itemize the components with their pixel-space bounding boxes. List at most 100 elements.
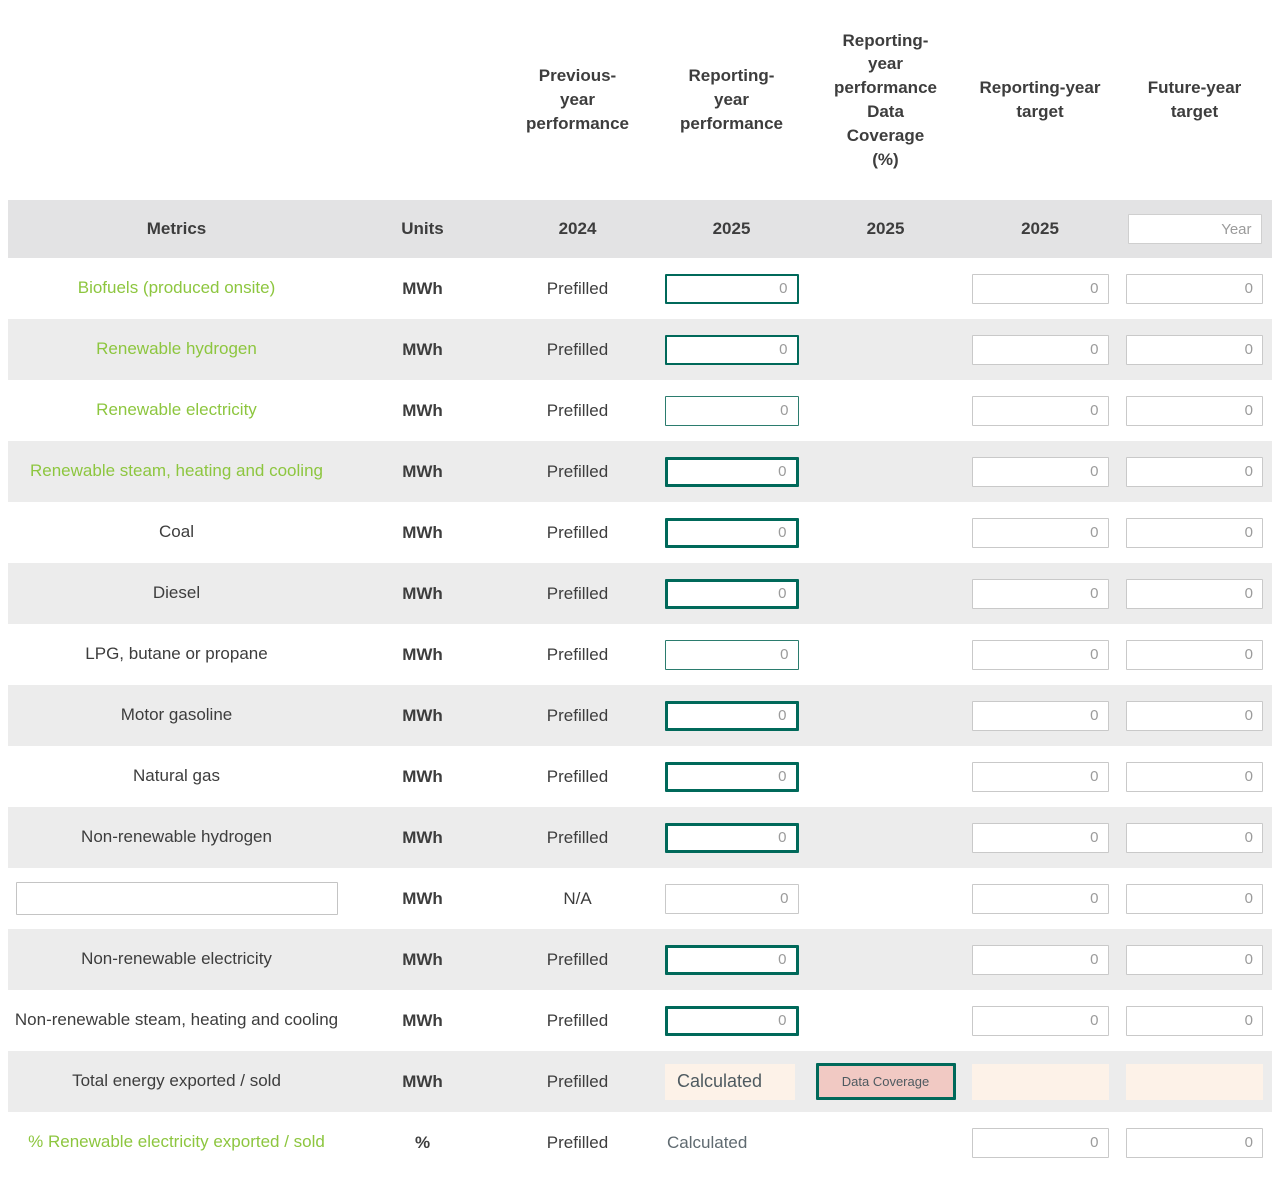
reporting-performance-cell [655, 395, 808, 426]
future-target-cell [1117, 639, 1272, 670]
reporting-performance-input[interactable] [664, 334, 799, 365]
previous-year-status: Prefilled [546, 400, 609, 420]
future-target-cell [1117, 456, 1272, 487]
reporting-target-input[interactable] [971, 700, 1109, 731]
future-target-cell [1117, 1063, 1272, 1100]
reporting-target-input[interactable] [971, 517, 1109, 548]
reporting-target-input[interactable] [971, 822, 1109, 853]
reporting-target-input[interactable] [971, 639, 1109, 670]
reporting-performance-cell [655, 883, 808, 914]
metric-cell: Renewable hydrogen [8, 339, 345, 359]
future-target-input[interactable] [1126, 578, 1263, 609]
reporting-target-input[interactable] [971, 334, 1109, 365]
future-target-input[interactable] [1126, 395, 1263, 426]
reporting-performance-input[interactable] [664, 517, 799, 548]
reporting-target-input[interactable] [971, 395, 1109, 426]
future-target-input[interactable] [1126, 761, 1263, 792]
metric-cell: Non-renewable hydrogen [8, 827, 345, 847]
metric-label: Biofuels (produced onsite) [77, 278, 276, 298]
future-target-input[interactable] [1126, 334, 1263, 365]
future-target-input[interactable] [1126, 273, 1263, 304]
metric-cell: Motor gasoline [8, 705, 345, 725]
table-body: Biofuels (produced onsite) MWh Prefilled Re… [8, 258, 1272, 1173]
table-row: Motor gasoline MWh Prefilled [8, 685, 1272, 746]
reporting-performance-cell [655, 578, 808, 609]
calculated-label: Calculated [667, 1132, 748, 1152]
previous-year-status: Prefilled [546, 522, 609, 542]
future-target-locked-cell [1126, 1063, 1263, 1100]
units-label: MWh [402, 766, 443, 786]
data-coverage-button[interactable]: Data Coverage [815, 1063, 956, 1100]
reporting-performance-input[interactable] [664, 822, 799, 853]
future-target-input[interactable] [1126, 944, 1263, 975]
table-header: Previous-year performance Reporting-year… [8, 0, 1272, 200]
reporting-performance-input[interactable] [664, 944, 799, 975]
future-target-input[interactable] [1126, 639, 1263, 670]
col-header-label: Reporting-year performance Data Coverage… [834, 30, 937, 169]
future-target-cell [1117, 1005, 1272, 1036]
future-target-input[interactable] [1126, 456, 1263, 487]
table-row: Non-renewable electricity MWh Prefilled [8, 929, 1272, 990]
coverage-year-value: 2025 [866, 219, 905, 238]
reporting-performance-cell [655, 822, 808, 853]
table-subheader: Metrics Units 2024 2025 2025 2025 [8, 200, 1272, 258]
future-target-input[interactable] [1126, 517, 1263, 548]
metric-label: Natural gas [133, 766, 220, 786]
units-label: MWh [402, 888, 443, 908]
units-column-label: Units [401, 219, 444, 238]
reporting-target-input[interactable] [971, 456, 1109, 487]
reporting-target-input[interactable] [971, 1005, 1109, 1036]
reporting-target-cell [963, 639, 1117, 670]
future-target-cell [1117, 700, 1272, 731]
metric-label: Non-renewable electricity [81, 949, 272, 969]
future-target-input[interactable] [1126, 822, 1263, 853]
previous-year-status: Prefilled [546, 766, 609, 786]
reporting-target-input[interactable] [971, 273, 1109, 304]
future-year-input[interactable] [1127, 214, 1262, 244]
reporting-target-input[interactable] [971, 578, 1109, 609]
units-label: MWh [402, 400, 443, 420]
units-label: % [414, 1132, 431, 1152]
metric-cell: Natural gas [8, 766, 345, 786]
col-header-reporting-year-performance: Reporting-year performance [655, 0, 808, 200]
reporting-performance-input[interactable] [664, 883, 799, 914]
table-row: LPG, butane or propane MWh Prefilled [8, 624, 1272, 685]
future-target-cell [1117, 822, 1272, 853]
units-label: MWh [402, 827, 443, 847]
future-target-input[interactable] [1126, 1005, 1263, 1036]
units-label: MWh [402, 339, 443, 359]
metric-label: Renewable hydrogen [96, 339, 257, 359]
reporting-performance-input[interactable] [664, 1005, 799, 1036]
future-target-input[interactable] [1126, 1127, 1263, 1158]
reporting-target-input[interactable] [971, 883, 1109, 914]
col-header-label: Future-year target [1147, 78, 1242, 121]
reporting-performance-input[interactable] [664, 456, 799, 487]
col-header-label: Reporting-year target [979, 78, 1101, 121]
metric-label: Non-renewable steam, heating and cooling [14, 1010, 339, 1030]
reporting-performance-input[interactable] [664, 273, 799, 304]
future-target-cell [1117, 944, 1272, 975]
reporting-target-input[interactable] [971, 944, 1109, 975]
metric-label: % Renewable electricity exported / sold [28, 1132, 325, 1152]
reporting-target-input[interactable] [971, 761, 1109, 792]
table-row: Total energy exported / sold MWh Prefilled… [8, 1051, 1272, 1112]
reporting-performance-input[interactable] [664, 700, 799, 731]
future-target-input[interactable] [1126, 700, 1263, 731]
reporting-target-cell [963, 822, 1117, 853]
reporting-target-cell [963, 578, 1117, 609]
reporting-performance-input[interactable] [664, 578, 799, 609]
reporting-performance-input[interactable] [664, 761, 799, 792]
metric-cell: Total energy exported / sold [8, 1071, 345, 1091]
units-label: MWh [402, 1071, 443, 1091]
target-year-value: 2025 [1021, 219, 1059, 238]
metric-name-input[interactable] [15, 882, 338, 915]
reporting-target-input[interactable] [971, 1127, 1109, 1158]
reporting-target-cell [963, 456, 1117, 487]
future-target-input[interactable] [1126, 883, 1263, 914]
metric-cell: Renewable electricity [8, 400, 345, 420]
metric-label: LPG, butane or propane [85, 644, 268, 664]
reporting-performance-input[interactable] [664, 395, 799, 426]
units-label: MWh [402, 705, 443, 725]
reporting-performance-input[interactable] [664, 639, 799, 670]
metric-label: Renewable electricity [96, 400, 257, 420]
